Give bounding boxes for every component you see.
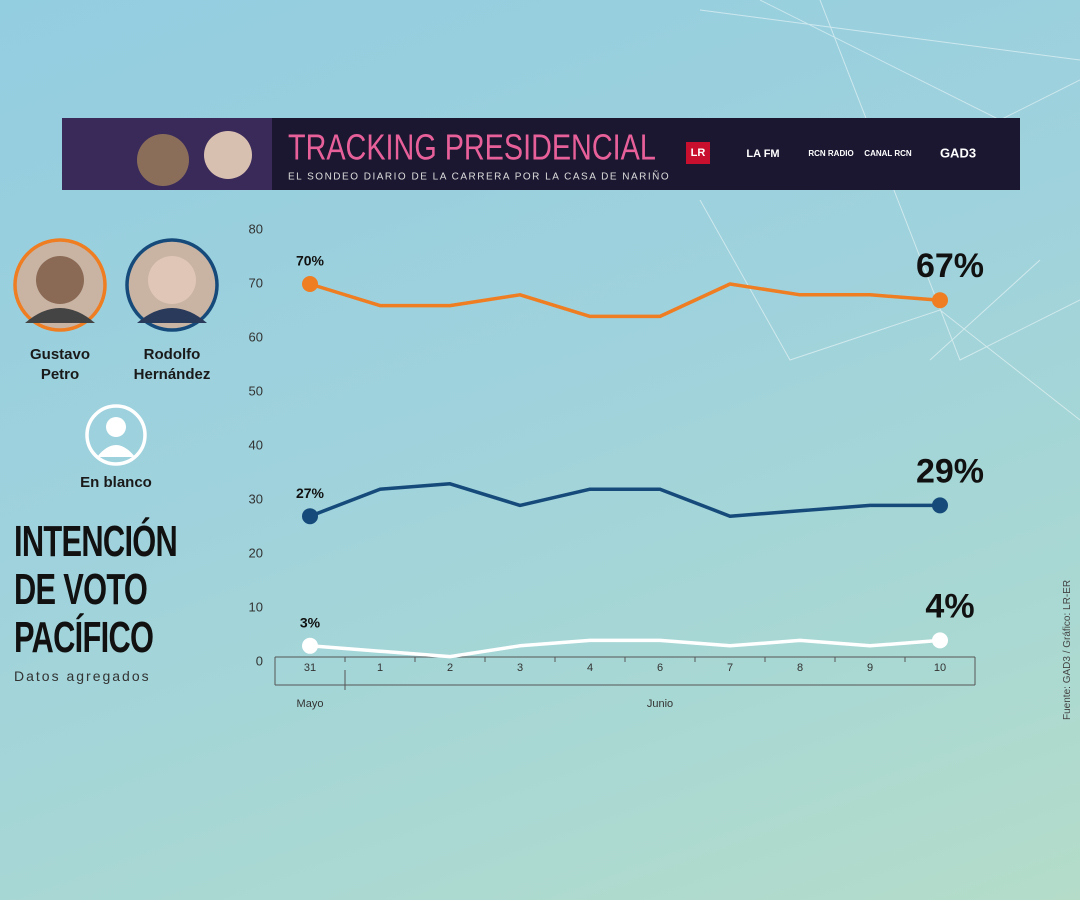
y-tick-label: 70 — [249, 275, 263, 290]
legend-icon-body — [97, 445, 135, 457]
x-tick-label: 31 — [304, 662, 316, 674]
x-group-label: Junio — [647, 698, 673, 710]
x-tick-label: 9 — [867, 662, 873, 674]
source: Fuente: GAD3 / Gráfico: LR-ER — [1062, 579, 1073, 720]
logo: CANAL RCN — [864, 149, 912, 158]
series-line — [309, 282, 941, 319]
banner-face — [204, 131, 252, 179]
series-line — [309, 482, 940, 518]
point — [932, 632, 948, 649]
point — [932, 497, 948, 514]
x-tick-label: 8 — [797, 662, 803, 674]
logo-bg — [686, 142, 710, 164]
y-tick-label: 50 — [249, 383, 263, 398]
x-tick-label: 3 — [517, 662, 523, 674]
y-tick-label: 80 — [249, 221, 263, 236]
legend-icon-head — [106, 417, 126, 437]
banner-title: TRACKING PRESIDENCIAL — [288, 126, 656, 167]
decor — [699, 0, 1080, 421]
y-tick-label: 20 — [249, 545, 263, 560]
value-label: 4% — [925, 587, 974, 625]
point — [302, 637, 318, 654]
y-tick-label: 0 — [256, 653, 263, 668]
chart-subtitle: Datos agregados — [14, 668, 151, 684]
legend-body — [137, 308, 207, 323]
legend-icon — [85, 404, 147, 466]
logo: LA FM — [746, 148, 779, 160]
value-label: 70% — [296, 253, 325, 269]
logos: LR LA FM RCN RADIO CANAL RCN GAD3 — [686, 142, 976, 164]
legend-face — [148, 256, 196, 304]
value-label: 29% — [916, 452, 984, 490]
y-tick-label: 30 — [249, 491, 263, 506]
legend-label: Gustavo Petro — [29, 346, 90, 383]
logo: RCN RADIO — [808, 149, 853, 158]
point — [302, 508, 318, 525]
x-tick-label: 4 — [587, 662, 593, 674]
banner-subtitle: EL SONDEO DIARIO DE LA CARRERA POR LA CA… — [288, 170, 670, 183]
y-tick-label: 60 — [249, 329, 263, 344]
x-tick-label: 7 — [727, 662, 733, 674]
point — [932, 292, 948, 309]
value-label: 67% — [916, 247, 984, 285]
value-label: 3% — [300, 615, 321, 631]
x-group-label: Mayo — [297, 698, 324, 710]
series-line — [309, 638, 941, 659]
x-tick-label: 2 — [447, 662, 453, 674]
logo: GAD3 — [940, 145, 976, 160]
legend-body — [25, 308, 95, 323]
legend-label: En blanco — [80, 474, 152, 491]
legend-face — [36, 256, 84, 304]
x-tick-label: 1 — [377, 662, 383, 674]
value-label: 27% — [296, 485, 325, 501]
y-tick-label: 40 — [249, 437, 263, 452]
logo: LR — [691, 147, 706, 159]
chart-title: INTENCIÓN DE VOTO PACÍFICO — [14, 517, 178, 662]
y-tick-label: 10 — [249, 599, 263, 614]
x-tick-label: 6 — [657, 662, 663, 674]
x-tick-label: 10 — [934, 662, 946, 674]
banner-face — [137, 134, 189, 186]
point — [302, 276, 318, 292]
legend-label: Rodolfo Hernández — [133, 346, 211, 383]
